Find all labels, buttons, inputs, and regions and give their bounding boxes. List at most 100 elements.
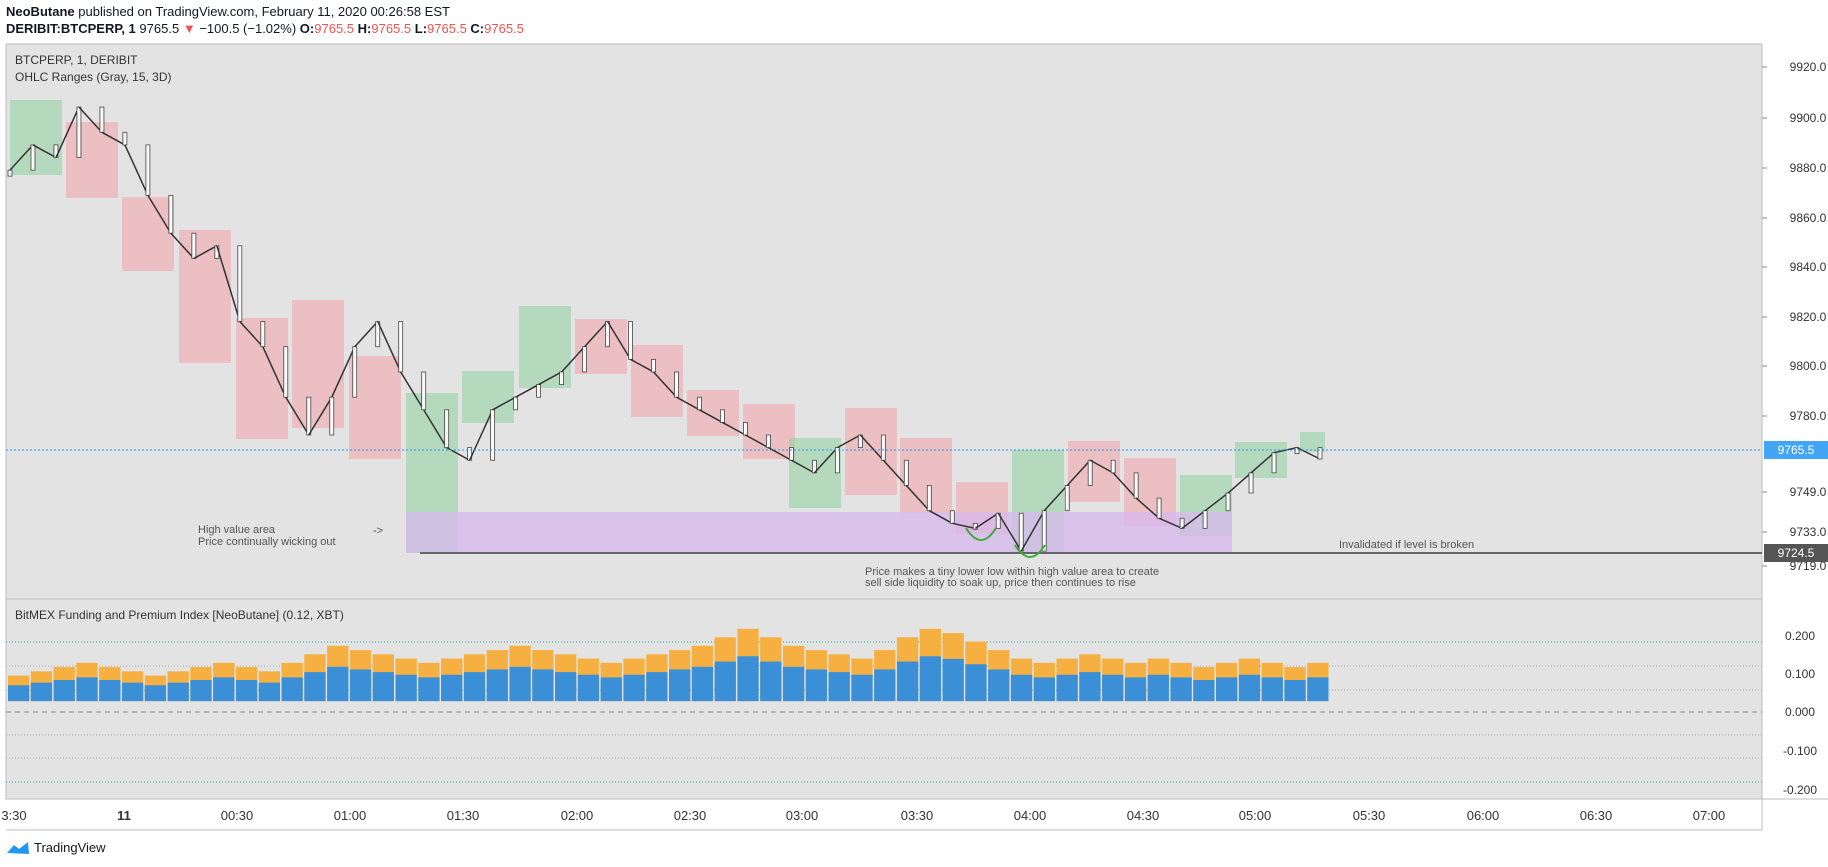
- price-candle: [1225, 492, 1231, 512]
- time-tick-label: 04:00: [1014, 808, 1047, 823]
- funding-rate-bar: [988, 669, 1010, 702]
- indicator-title: OHLC Ranges (Gray, 15, 3D): [15, 70, 172, 84]
- price-candle: [168, 194, 174, 234]
- time-tick-label: 06:00: [1467, 808, 1500, 823]
- price-axis[interactable]: 9920.0 9900.0 9880.0 9860.0 9840.0 9820.0 9800…: [1762, 60, 1827, 573]
- price-segment: [55, 106, 80, 158]
- price-segment: [1227, 472, 1252, 494]
- price-segment: [331, 346, 356, 398]
- price-segment: [9, 144, 34, 171]
- funding-tick-label: 0.000: [1785, 705, 1815, 719]
- price-candle: [1271, 452, 1277, 474]
- chart-header: NeoButane published on TradingView.com, …: [6, 3, 524, 37]
- close-label: C:: [470, 21, 485, 36]
- funding-rate-bar: [76, 677, 98, 702]
- funding-rate-bar: [327, 666, 349, 702]
- price-candle: [30, 144, 36, 171]
- price-segment: [745, 434, 769, 449]
- funding-rate-bar: [190, 680, 212, 702]
- price-candle: [1202, 510, 1208, 529]
- funding-tick-label: 0.100: [1785, 667, 1815, 681]
- funding-rate-bar: [486, 669, 508, 702]
- funding-rate-bar: [121, 682, 144, 702]
- price-candle: [421, 371, 427, 411]
- time-tick-label: 04:30: [1127, 808, 1160, 823]
- price-segment: [1112, 472, 1137, 499]
- funding-rate-bar: [555, 672, 577, 702]
- price-candle: [743, 422, 748, 436]
- price-candle: [1110, 459, 1116, 474]
- price-segment: [308, 396, 333, 436]
- close-value: 9765.5: [484, 21, 524, 36]
- price-segment: [400, 371, 425, 411]
- funding-rate-bar: [737, 656, 759, 702]
- price-tick-label: 9860.0: [1790, 211, 1827, 225]
- hva-annotation-line1: High value area: [198, 524, 276, 536]
- publisher-name[interactable]: NeoButane: [6, 4, 75, 19]
- price-tick-label: 9900.0: [1790, 111, 1827, 125]
- price-segment: [813, 447, 838, 474]
- funding-tick-label: -0.200: [1783, 783, 1817, 797]
- time-tick-label: 11: [117, 808, 131, 823]
- price-segment: [837, 434, 861, 449]
- time-axis[interactable]: 3:30 11 00:30 01:00 01:30 02:00 02:30 03:00 03:3…: [1, 808, 1725, 823]
- price-candle: [513, 396, 519, 411]
- price-candle: [697, 396, 702, 411]
- funding-rate-bar: [463, 672, 486, 702]
- price-segment: [354, 320, 379, 348]
- price-candle: [283, 346, 289, 398]
- time-tick-label: 01:30: [447, 808, 480, 823]
- footer-brand[interactable]: TradingView: [34, 840, 106, 855]
- price-segment: [1273, 446, 1298, 454]
- price-candle: [605, 321, 610, 348]
- funding-rate-bar: [30, 682, 53, 702]
- funding-rate-bar: [851, 674, 873, 702]
- price-candle: [674, 371, 679, 398]
- price-segment: [997, 512, 1022, 552]
- price-segment: [722, 421, 746, 436]
- last-price: 9765.5: [139, 21, 180, 36]
- price-segment: [1089, 459, 1114, 474]
- time-tick-label: 00:30: [221, 808, 254, 823]
- funding-rate-bar: [782, 666, 805, 702]
- price-candle: [1248, 472, 1254, 494]
- price-segment: [423, 409, 448, 449]
- price-candle: [76, 106, 82, 158]
- price-candle: [122, 131, 128, 146]
- range-box-green: [1235, 442, 1287, 478]
- level-badge-text: 9724.5: [1778, 546, 1815, 560]
- price-segment: [216, 245, 241, 322]
- hva-annotation-arrow: ->: [373, 525, 383, 537]
- lower-low-annotation-line1: Price makes a tiny lower low within high…: [865, 566, 1159, 578]
- price-tick-label: 9749.0: [1790, 485, 1827, 499]
- price-tick-label: 9780.0: [1790, 409, 1827, 423]
- price-segment: [1204, 492, 1229, 512]
- price-candle: [1064, 485, 1070, 512]
- price-segment: [515, 383, 539, 398]
- funding-axis[interactable]: 0.200 0.100 0.000 -0.100 -0.200: [1783, 629, 1817, 797]
- price-candle: [720, 409, 725, 423]
- funding-rate-bar: [1147, 674, 1169, 702]
- funding-rate-bar: [395, 674, 417, 702]
- high-label: H:: [357, 21, 372, 36]
- funding-tick-label: 0.200: [1785, 629, 1815, 643]
- range-box-red: [687, 390, 739, 436]
- funding-rate-bar: [509, 666, 531, 702]
- price-candle: [7, 169, 13, 177]
- funding-rate-bar: [1102, 674, 1124, 702]
- price-segment: [262, 346, 287, 398]
- price-segment: [285, 396, 310, 436]
- price-candle: [398, 321, 404, 373]
- funding-rate-bar: [235, 680, 258, 702]
- footer: TradingView: [6, 840, 106, 855]
- price-candle: [1133, 472, 1139, 499]
- price-segment: [561, 346, 586, 373]
- price-tick-label: 9920.0: [1790, 60, 1827, 74]
- funding-rate-bar: [896, 661, 919, 702]
- funding-rate-bar: [281, 677, 303, 702]
- funding-rate-bar: [828, 672, 850, 702]
- low-label: L:: [414, 21, 428, 36]
- price-segment: [538, 371, 562, 386]
- range-box-green: [1300, 432, 1325, 452]
